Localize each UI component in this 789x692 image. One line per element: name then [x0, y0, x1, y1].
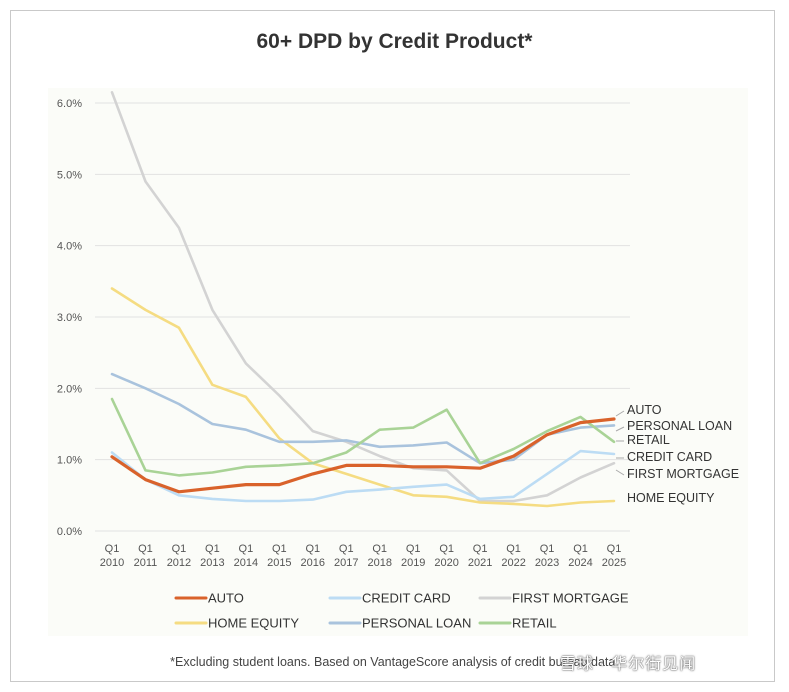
y-tick-label: 3.0% — [57, 312, 82, 324]
x-tick-quarter: Q1 — [607, 543, 622, 555]
series-line-credit-card — [112, 451, 614, 501]
x-axis-ticks: Q1 2010 Q1 2011 Q1 2012 Q1 2013 Q1 2014 Q1 2015 Q1 20… — [100, 543, 626, 569]
x-tick-year: 2018 — [367, 557, 391, 569]
x-tick-year: 2015 — [267, 557, 291, 569]
x-tick-year: 2014 — [234, 557, 258, 569]
x-tick-quarter: Q1 — [439, 543, 454, 555]
x-tick-quarter: Q1 — [573, 543, 588, 555]
x-tick-quarter: Q1 — [406, 543, 421, 555]
end-label-first-mortgage: FIRST MORTGAGE — [627, 467, 739, 481]
x-tick-year: 2019 — [401, 557, 425, 569]
x-tick-year: 2023 — [535, 557, 559, 569]
end-label-leader — [616, 427, 624, 431]
x-tick-year: 2024 — [568, 557, 592, 569]
x-tick-year: 2025 — [602, 557, 626, 569]
y-tick-label: 2.0% — [57, 383, 82, 395]
end-label-leader — [616, 411, 624, 416]
end-label-retail: RETAIL — [627, 433, 670, 447]
x-tick-quarter: Q1 — [172, 543, 187, 555]
x-tick-quarter: Q1 — [305, 543, 320, 555]
legend-label-personal-loan: PERSONAL LOAN — [362, 616, 471, 631]
x-tick-year: 2021 — [468, 557, 492, 569]
legend-label-retail: RETAIL — [512, 616, 557, 631]
legend-label-home-equity: HOME EQUITY — [208, 616, 299, 631]
y-axis-ticks: 0.0% 1.0% 2.0% 3.0% 4.0% 5.0% 6.0% — [57, 98, 82, 538]
series-lines — [112, 92, 614, 506]
x-tick-year: 2011 — [134, 557, 158, 569]
x-tick-quarter: Q1 — [473, 543, 488, 555]
y-tick-label: 5.0% — [57, 169, 82, 181]
y-tick-label: 4.0% — [57, 241, 82, 253]
x-tick-quarter: Q1 — [205, 543, 220, 555]
x-tick-quarter: Q1 — [339, 543, 354, 555]
x-tick-quarter: Q1 — [540, 543, 555, 555]
x-tick-quarter: Q1 — [239, 543, 254, 555]
end-label-auto: AUTO — [627, 403, 662, 417]
x-tick-quarter: Q1 — [272, 543, 287, 555]
x-tick-year: 2016 — [301, 557, 325, 569]
y-tick-label: 0.0% — [57, 526, 82, 538]
x-tick-year: 2020 — [434, 557, 458, 569]
legend-label-auto: AUTO — [208, 591, 244, 606]
end-label-credit-card: CREDIT CARD — [627, 450, 712, 464]
legend-label-credit-card: CREDIT CARD — [362, 591, 451, 606]
legend: AUTO CREDIT CARD FIRST MORTGAGE HOME EQUITY… — [176, 591, 629, 631]
end-label-home-equity: HOME EQUITY — [627, 491, 715, 505]
x-tick-quarter: Q1 — [105, 543, 120, 555]
x-tick-year: 2013 — [200, 557, 224, 569]
y-tick-label: 6.0% — [57, 98, 82, 110]
x-tick-year: 2010 — [100, 557, 124, 569]
x-tick-quarter: Q1 — [372, 543, 387, 555]
watermark: 雪球 · 华尔街见闻 — [560, 650, 696, 674]
end-label-leader — [616, 470, 624, 475]
x-tick-year: 2017 — [334, 557, 358, 569]
x-tick-quarter: Q1 — [138, 543, 153, 555]
legend-label-first-mortgage: FIRST MORTGAGE — [512, 591, 629, 606]
x-tick-year: 2022 — [501, 557, 525, 569]
y-tick-label: 1.0% — [57, 455, 82, 467]
end-label-personal-loan: PERSONAL LOAN — [627, 419, 732, 433]
x-tick-year: 2012 — [167, 557, 191, 569]
x-tick-quarter: Q1 — [506, 543, 521, 555]
